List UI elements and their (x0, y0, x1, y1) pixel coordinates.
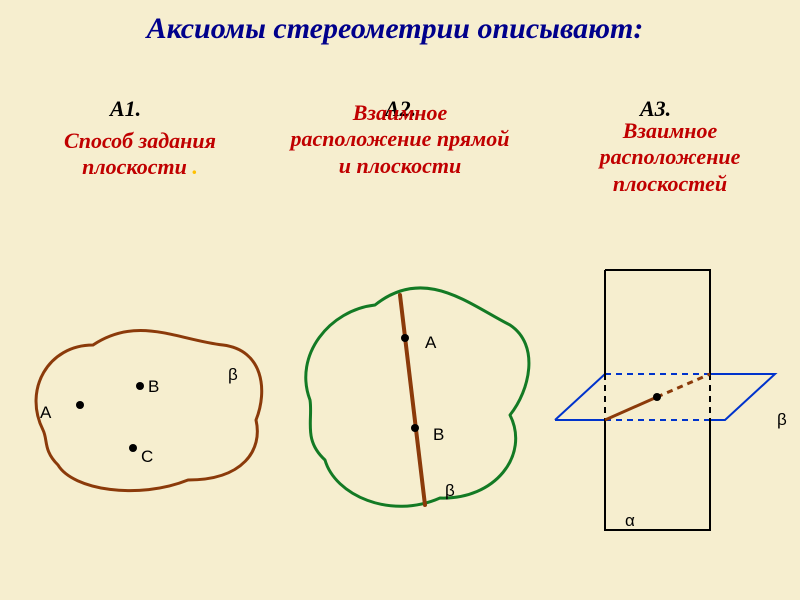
main-title: Аксиомы стереометрии описывают: (115, 12, 675, 45)
col2-subtitle: Взаимное расположение прямой и плоскости (290, 100, 510, 179)
svg-text:β: β (228, 365, 238, 384)
svg-text:A: A (40, 403, 52, 422)
col1-label-text: А1. (110, 96, 141, 121)
col3-subtitle: Взаимное расположение плоскостей (560, 118, 780, 197)
col3-subtitle-text: Взаимное расположение плоскостей (600, 118, 741, 196)
main-title-text: Аксиомы стереометрии описывают: (147, 12, 644, 45)
diagram-two-planes: βα (545, 250, 800, 560)
col1-label: А1. (110, 96, 141, 122)
svg-text:α: α (625, 511, 635, 530)
diagram-line-plane: A Bβ (285, 260, 545, 550)
svg-text:β: β (777, 410, 787, 429)
svg-text:B: B (433, 425, 444, 444)
col2-subtitle-text: Взаимное расположение прямой и плоскости (291, 100, 510, 178)
svg-text:B: B (148, 377, 159, 396)
svg-text:A: A (425, 333, 437, 352)
diagram-plane-points: A B Cβ (18, 300, 278, 520)
dot-accent: . (192, 154, 198, 179)
svg-text:C: C (141, 447, 153, 466)
col1-subtitle: Способ задания плоскости . (40, 128, 240, 181)
svg-text:β: β (445, 481, 455, 500)
